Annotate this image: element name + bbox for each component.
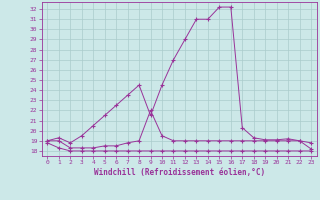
X-axis label: Windchill (Refroidissement éolien,°C): Windchill (Refroidissement éolien,°C) (94, 168, 265, 177)
